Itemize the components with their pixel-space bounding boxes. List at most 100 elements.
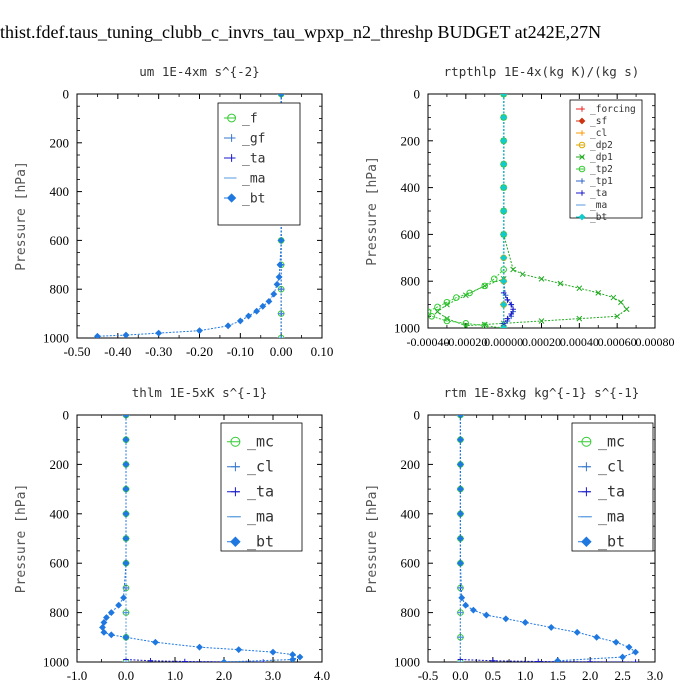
data-point-bt [269,648,277,656]
panel-2: rtpthlp 1E-4x(kg K)/(kg s) Pressure [hPa]… [365,64,675,349]
y-tick-label: 400 [50,506,70,521]
y-tick-label: 600 [401,556,421,571]
x-tick-label: -1.0 [67,668,88,683]
data-point-dp1 [538,276,545,282]
legend-label-bt: _bt [590,212,607,223]
data-point-tp2 [466,289,473,297]
data-point-bt [151,638,159,646]
data-point-bt [500,230,508,238]
data-point-bt [100,628,108,636]
legend-marker-cl [230,462,240,472]
y-tick-label: 600 [401,227,421,242]
data-point-bt [115,601,123,609]
legend-marker-bt [226,193,237,203]
data-point-tp2 [481,322,489,328]
legend-marker-cl [579,130,585,136]
data-point-bt [107,631,115,639]
data-point-bt [457,415,464,419]
y-tick-label: 600 [50,233,70,248]
data-point-bt [253,307,261,315]
legend-label-dp2: _dp2 [590,140,613,151]
data-point-bt [521,619,529,626]
data-point-bt [122,633,130,641]
data-point-bt [93,332,101,338]
y-tick-label: 800 [401,605,421,620]
data-point-bt [196,327,203,335]
data-point-bt [500,94,508,98]
data-point-bt [245,312,252,320]
data-point-bt [500,184,508,192]
data-point-dp1 [618,299,624,306]
legend-label-bt: _bt [598,533,625,551]
data-point-bt [122,485,130,493]
panel-4: rtm 1E-8xkg kg^{-1} s^{-1} Pressure [hPa]… [365,385,663,683]
legend-marker-ta [581,487,591,497]
data-point-bt [625,643,633,651]
x-tick-label: 2.0 [582,668,598,683]
x-tick-label: 0.00060 [598,335,637,349]
panel-title: thlm 1E-5xK s^{-1} [132,385,267,400]
legend-label-gf: _gf [242,131,265,146]
data-point-bt [573,628,581,636]
x-tick-label: 1.0 [167,668,183,683]
x-tick-label: 0.0 [118,668,134,683]
data-point-bt [277,236,285,244]
data-point-bt [500,137,508,145]
y-tick-label: 0 [414,408,421,423]
panel-title: rtpthlp 1E-4x(kg K)/(kg s) [444,64,640,79]
legend-marker-bt [578,213,586,221]
data-point-ta [147,657,154,662]
data-point-ta [504,297,511,303]
x-tick-label: -0.00040 [407,335,450,349]
y-tick-label: 600 [50,556,70,571]
data-point-tp2 [462,320,470,327]
legend-marker-ta [227,154,236,162]
y-tick-label: 0 [63,87,70,102]
legend-label-bt: _bt [247,533,274,551]
legend-label-ma: _ma [590,200,607,211]
x-tick-label: 2.5 [614,668,630,683]
x-tick-label: -0.10 [227,344,254,359]
data-point-ta [182,658,188,662]
data-point-bt [457,436,464,444]
data-point-bt [500,160,508,168]
data-point-dp1 [576,315,583,322]
data-point-dp1 [538,318,545,324]
legend: _f _gf _ta _ma _bt [217,102,301,226]
data-point-bt [122,559,130,567]
data-point-ta [260,659,266,662]
y-tick-label: 0 [63,408,70,423]
data-point-bt [235,646,243,654]
x-tick-label: 0.10 [311,344,334,359]
legend: _mc _cl _ta _ma _bt [571,422,654,552]
data-point-dp1 [610,294,617,301]
data-point-bt [457,460,464,468]
legend-label-tp1: _tp1 [590,176,613,187]
legend-marker-bt [230,536,241,547]
data-point-bt [122,460,130,468]
x-tick-label: -0.40 [104,344,131,359]
data-point-dp1 [623,306,630,313]
data-point-tp2 [481,282,489,290]
x-tick-label: -0.00020 [444,335,487,349]
data-point-bt [462,601,470,609]
legend-marker-mc [581,436,592,447]
legend-label-f: _f [242,111,258,126]
data-point-bt [99,623,106,631]
data-point-dp1 [614,313,621,320]
legend-marker-tp1 [579,178,585,184]
panel-title: um 1E-4xm s^{-2} [139,64,259,79]
legend-label-dp1: _dp1 [590,152,613,163]
x-tick-label: 4.0 [314,668,330,683]
data-point-bt [500,277,508,285]
legend-marker-tp2 [578,165,586,173]
x-tick-label: 0.5 [485,668,501,683]
legend: _mc _cl _ta _ma _bt [220,422,303,552]
series-line-tp2 [428,94,505,328]
legend-marker-sf [578,117,586,125]
data-point-bt [122,436,130,444]
data-point-bt [619,653,626,661]
data-point-tp2 [443,298,451,306]
legend-marker-mc [230,436,241,447]
